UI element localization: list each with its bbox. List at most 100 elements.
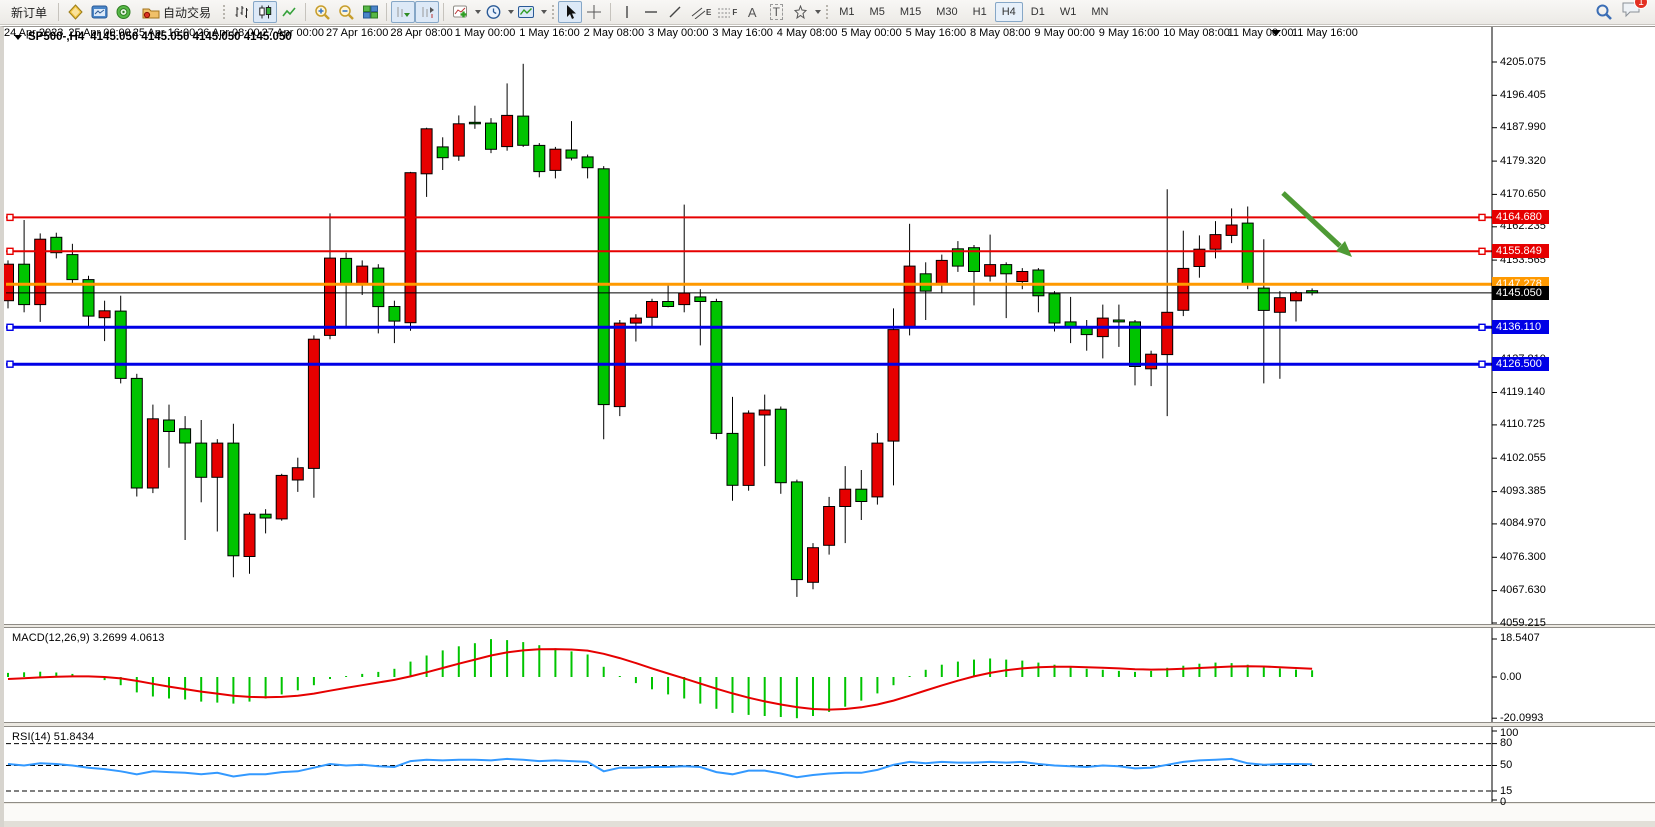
macd-tick-label: 18.5407 (1500, 632, 1540, 645)
indicators-add-icon (452, 5, 467, 18)
annotation-arrow-shaft[interactable] (1281, 191, 1342, 248)
crosshair-tool-button[interactable] (582, 1, 606, 23)
autotrading-button[interactable]: 自动交易 (135, 1, 218, 23)
timeframe-button-h1[interactable]: H1 (972, 6, 987, 18)
chart-shift-button[interactable] (415, 1, 440, 23)
auto-scroll-icon (397, 7, 410, 17)
candle-body (34, 238, 47, 306)
tile-windows-button[interactable] (358, 1, 382, 23)
price-tick-label: 4187.990 (1500, 121, 1546, 134)
candle-body (468, 121, 481, 125)
candle-body (549, 148, 562, 171)
line-anchor-handle[interactable] (1478, 323, 1486, 331)
line-anchor-handle[interactable] (6, 360, 14, 368)
text-tool-button[interactable]: A (740, 1, 764, 23)
timeframe-button-m30[interactable]: M30 (936, 6, 958, 18)
candle-body (517, 115, 530, 146)
macd-label: MACD(12,26,9) (12, 632, 90, 644)
periods-button[interactable] (481, 1, 505, 23)
price-tick-label: 4110.725 (1500, 418, 1546, 431)
annotation-arrow-head[interactable] (1336, 241, 1352, 257)
price-tick-label: 4093.385 (1500, 485, 1546, 498)
candle-body (968, 247, 980, 272)
candle-body (452, 123, 465, 157)
arrows-dropdown-caret[interactable] (815, 10, 822, 14)
candle-body (356, 265, 369, 284)
chart-plot[interactable] (4, 27, 1655, 827)
timeframe-button-m15[interactable]: M15 (899, 6, 922, 18)
candle-body (839, 488, 852, 508)
cursor-tool-button[interactable] (558, 1, 583, 23)
line-anchor-handle[interactable] (1478, 360, 1486, 368)
line-anchor-handle[interactable] (1478, 213, 1486, 222)
line-anchor-handle[interactable] (6, 247, 14, 256)
equidistant-channel-tool-button[interactable]: E (687, 1, 714, 23)
line-anchor-handle[interactable] (1478, 247, 1486, 256)
candle-body (66, 254, 79, 281)
candle-body (951, 248, 964, 267)
periods-dropdown-caret[interactable] (508, 10, 515, 14)
arrows-tool-button[interactable] (788, 1, 812, 23)
navigator-button[interactable] (111, 1, 135, 23)
candle-body (1225, 224, 1238, 236)
timeframe-button-w1[interactable]: W1 (1059, 6, 1077, 18)
line-anchor-handle[interactable] (6, 323, 14, 331)
time-axis-label: 27 Apr 16:00 (326, 27, 389, 39)
time-axis-label: 28 Apr 08:00 (390, 27, 453, 39)
auto-scroll-button[interactable] (391, 1, 416, 23)
chart-shift-marker[interactable] (1271, 30, 1281, 36)
indicators-dropdown-caret[interactable] (475, 10, 482, 14)
search-icon[interactable] (1595, 3, 1613, 21)
zoom-in-button[interactable] (310, 1, 334, 23)
timeframe-button-m1[interactable]: M1 (839, 6, 855, 18)
candle-body (114, 310, 127, 379)
notifications-button[interactable]: 1 (1621, 0, 1648, 23)
fibonacci-tool-button[interactable]: F (714, 1, 740, 23)
timeframe-button-mn[interactable]: MN (1091, 6, 1109, 18)
timeframe-button-m5[interactable]: M5 (869, 6, 885, 18)
price-tick-label: 4205.075 (1500, 55, 1546, 68)
candle-body (307, 338, 320, 469)
data-window-icon (91, 5, 108, 19)
time-axis-label: 11 May 16:00 (1292, 27, 1358, 39)
price-tick-label: 4196.405 (1500, 88, 1546, 101)
vertical-line-tool-button[interactable] (615, 1, 639, 23)
time-axis-label: 3 May 00:00 (648, 27, 709, 39)
arrows-tool-icon (793, 4, 807, 19)
notification-count-badge: 1 (1634, 0, 1648, 9)
market-watch-button[interactable] (63, 1, 87, 23)
timeframe-button-h4[interactable]: H4 (994, 2, 1023, 22)
rsi-tick-label: 15 (1500, 784, 1513, 797)
new-order-button[interactable]: 新订单 (4, 1, 54, 23)
candle-body (1000, 264, 1013, 275)
indicators-button[interactable] (448, 1, 472, 23)
price-badge: 4155.849 (1492, 244, 1549, 259)
time-axis-label: 1 May 00:00 (454, 27, 516, 39)
templates-dropdown-caret[interactable] (541, 10, 548, 14)
candle-body (1241, 222, 1254, 285)
timeframe-button-d1[interactable]: D1 (1030, 6, 1045, 18)
templates-button[interactable] (514, 1, 538, 23)
candle-body (1273, 297, 1286, 313)
bar-chart-mode-button[interactable] (229, 1, 253, 23)
trendline-tool-button[interactable] (663, 1, 687, 23)
toolbar-separator (443, 3, 445, 21)
data-window-button[interactable] (87, 1, 111, 23)
candle-body (275, 474, 288, 520)
candlestick-mode-button[interactable] (253, 1, 278, 23)
zoom-out-button[interactable] (334, 1, 358, 23)
text-label-tool-button[interactable]: T (764, 1, 788, 23)
line-chart-mode-button[interactable] (277, 1, 301, 23)
window-bottom-edge (4, 821, 1655, 827)
chart-dropdown-icon[interactable] (14, 34, 22, 40)
chart-ohlc-readout: 4145.050 4145.050 4145.050 4145.050 (90, 31, 292, 43)
horizontal-line-tool-button[interactable] (639, 1, 663, 23)
chart-symbol-period: SP500-,H4 (28, 31, 85, 43)
time-axis-label: 25 Apr 16:00 (132, 27, 196, 39)
line-anchor-handle[interactable] (6, 213, 14, 222)
time-axis-label: 1 May 16:00 (519, 27, 580, 39)
pane-splitter-macd[interactable] (4, 624, 1655, 628)
time-axis-strip[interactable] (4, 804, 1655, 821)
pane-splitter-rsi[interactable] (4, 722, 1655, 727)
candle-body (678, 292, 691, 306)
